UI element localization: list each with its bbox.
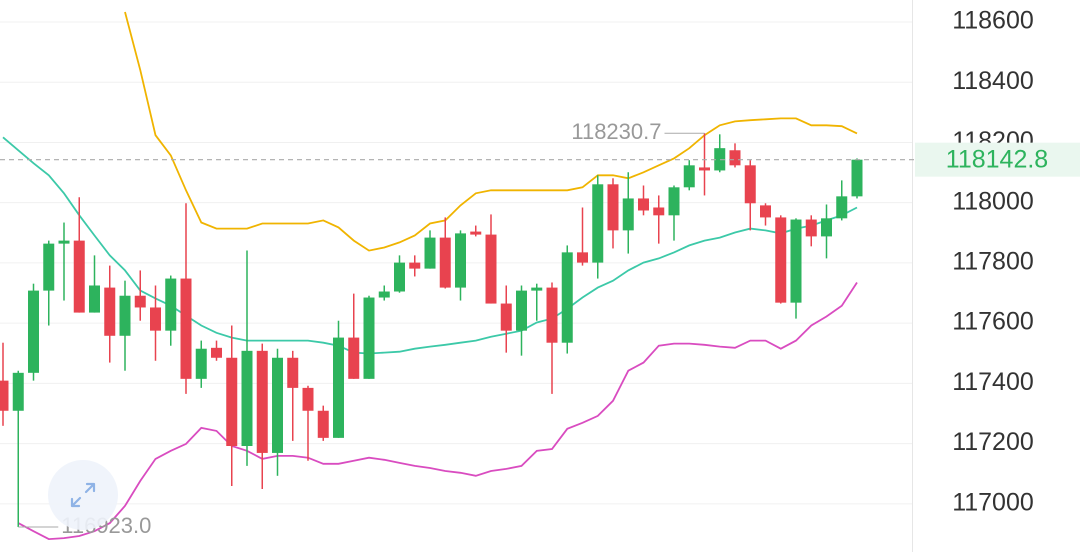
candle-body [577, 252, 588, 263]
candle-body [653, 207, 665, 216]
candle-body [43, 243, 55, 291]
candle-body [699, 167, 710, 171]
candle-body [241, 350, 253, 446]
candle-body [485, 234, 497, 304]
candle-body [546, 287, 558, 343]
candle-body [760, 205, 771, 218]
candle-body [0, 380, 9, 411]
candle-body [638, 198, 649, 211]
y-tick-label: 117400 [952, 368, 1034, 396]
candle-body [470, 231, 482, 235]
y-tick-label: 117000 [952, 488, 1034, 516]
candle-body [73, 240, 85, 313]
candle-body [333, 337, 344, 438]
candle-body [683, 165, 695, 188]
candle-body [272, 357, 283, 453]
y-tick-label: 118400 [952, 67, 1034, 95]
candle-body [119, 295, 131, 336]
band-line [17, 282, 858, 541]
candle-body [58, 240, 70, 244]
candle-body [500, 303, 512, 331]
candle-body [592, 184, 604, 263]
candle-body [607, 184, 619, 231]
candle-body [195, 348, 207, 379]
candle-body [455, 233, 466, 288]
y-tick-label: 118000 [952, 187, 1034, 215]
candle-body [790, 219, 802, 303]
grid: 117000 117200 117400 117600 117800 118000 1182… [0, 7, 1034, 516]
candle-body [180, 278, 192, 379]
candle-body [287, 357, 299, 388]
candles [0, 133, 863, 528]
candle-body [729, 150, 741, 166]
candle-body [211, 347, 222, 358]
zoom-button[interactable] [48, 460, 118, 530]
candle-body [363, 297, 375, 379]
candle-body [775, 217, 787, 303]
zoom-button-bg[interactable] [48, 460, 118, 530]
candle-body [226, 357, 238, 446]
candle-body [439, 237, 451, 288]
candle-body [256, 350, 268, 453]
candle-body [668, 187, 680, 216]
candle-body [851, 159, 863, 197]
candle-body [134, 295, 146, 308]
last-price-tag [915, 142, 1080, 177]
candle-body [104, 287, 116, 336]
candle-body [12, 372, 24, 411]
candle-body [836, 196, 848, 219]
candle-body [561, 252, 573, 343]
last-price-label: 118142.8 [946, 145, 1048, 173]
candle-body [150, 307, 161, 331]
y-tick-label: 117600 [952, 308, 1034, 336]
candle-body [622, 198, 634, 231]
band-line [124, 11, 858, 252]
y-tick-label: 117200 [952, 428, 1034, 456]
candle-body [409, 262, 421, 269]
candle-body [424, 237, 436, 269]
candle-body [805, 219, 817, 237]
candle-body [744, 165, 756, 204]
candle-body [165, 278, 177, 331]
band-line [2, 136, 858, 355]
candle-body [317, 410, 329, 438]
bands [2, 11, 858, 541]
candle-body [531, 287, 543, 291]
candle-body [714, 148, 726, 171]
candle-body [378, 291, 390, 298]
candle-body [89, 285, 100, 313]
y-tick-label: 117800 [952, 248, 1034, 276]
candle-body [28, 290, 39, 373]
candle-body [394, 262, 405, 292]
zoom-icon[interactable] [70, 482, 96, 508]
y-tick-label: 118600 [952, 7, 1034, 35]
candle-body [516, 290, 527, 331]
candle-body [348, 337, 360, 379]
candle-body [821, 218, 832, 237]
candle-body [302, 387, 314, 411]
high-label: 118230.7 [571, 119, 661, 144]
